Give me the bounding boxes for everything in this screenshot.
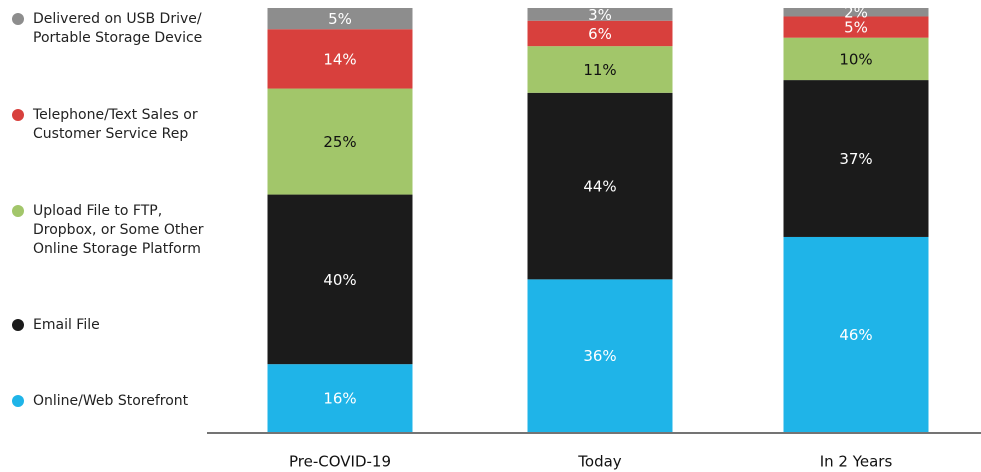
data-label: 40% [323,271,356,289]
data-label: 36% [583,347,616,365]
legend-label: Delivered on USB Drive/ Portable Storage… [33,11,203,46]
bar-segment [527,279,673,432]
data-label: 44% [583,178,616,196]
bar-segment [267,88,413,195]
legend-item: Upload File to FTP, Dropbox, or Some Oth… [12,202,217,259]
legend-marker [12,109,24,121]
x-tick-label: Today [577,453,622,471]
data-label: 6% [588,25,612,43]
data-label: 5% [328,10,352,28]
legend-label: Upload File to FTP, Dropbox, or Some Oth… [33,203,204,257]
bar-segment [783,37,929,81]
bar-segment [267,29,413,89]
data-label: 14% [323,50,356,68]
bar-segment [527,92,673,280]
x-tick-label: In 2 Years [820,453,893,471]
legend-item: Online/Web Storefront [12,392,217,411]
legend-item: Telephone/Text Sales or Customer Service… [12,106,217,144]
bar-segment [267,194,413,365]
bar-segment [527,8,673,21]
legend-label: Online/Web Storefront [33,393,189,409]
legend-marker [12,319,24,331]
bar-segment [783,236,929,432]
bar-segment [267,364,413,432]
bar-segment [783,80,929,237]
legend-marker [12,13,24,25]
data-label: 10% [839,50,872,68]
x-tick-label: Pre-COVID-19 [289,453,391,471]
legend-marker [12,205,24,217]
data-label: 16% [323,390,356,408]
bar-segment [527,46,673,93]
legend-label: Telephone/Text Sales or Customer Service… [33,107,198,142]
data-label: 46% [839,326,872,344]
data-label: 2% [844,4,868,22]
legend-item: Delivered on USB Drive/ Portable Storage… [12,10,217,48]
data-label: 11% [583,61,616,79]
legend-marker [12,395,24,407]
bar-segment [783,8,929,17]
bar-segment [267,8,413,30]
data-label: 5% [844,19,868,37]
data-label: 3% [588,6,612,24]
bar-segment [527,20,673,47]
bar-segment [783,16,929,38]
data-label: 37% [839,150,872,168]
legend-label: Email File [33,317,100,333]
data-label: 25% [323,133,356,151]
legend-item: Email File [12,316,217,335]
